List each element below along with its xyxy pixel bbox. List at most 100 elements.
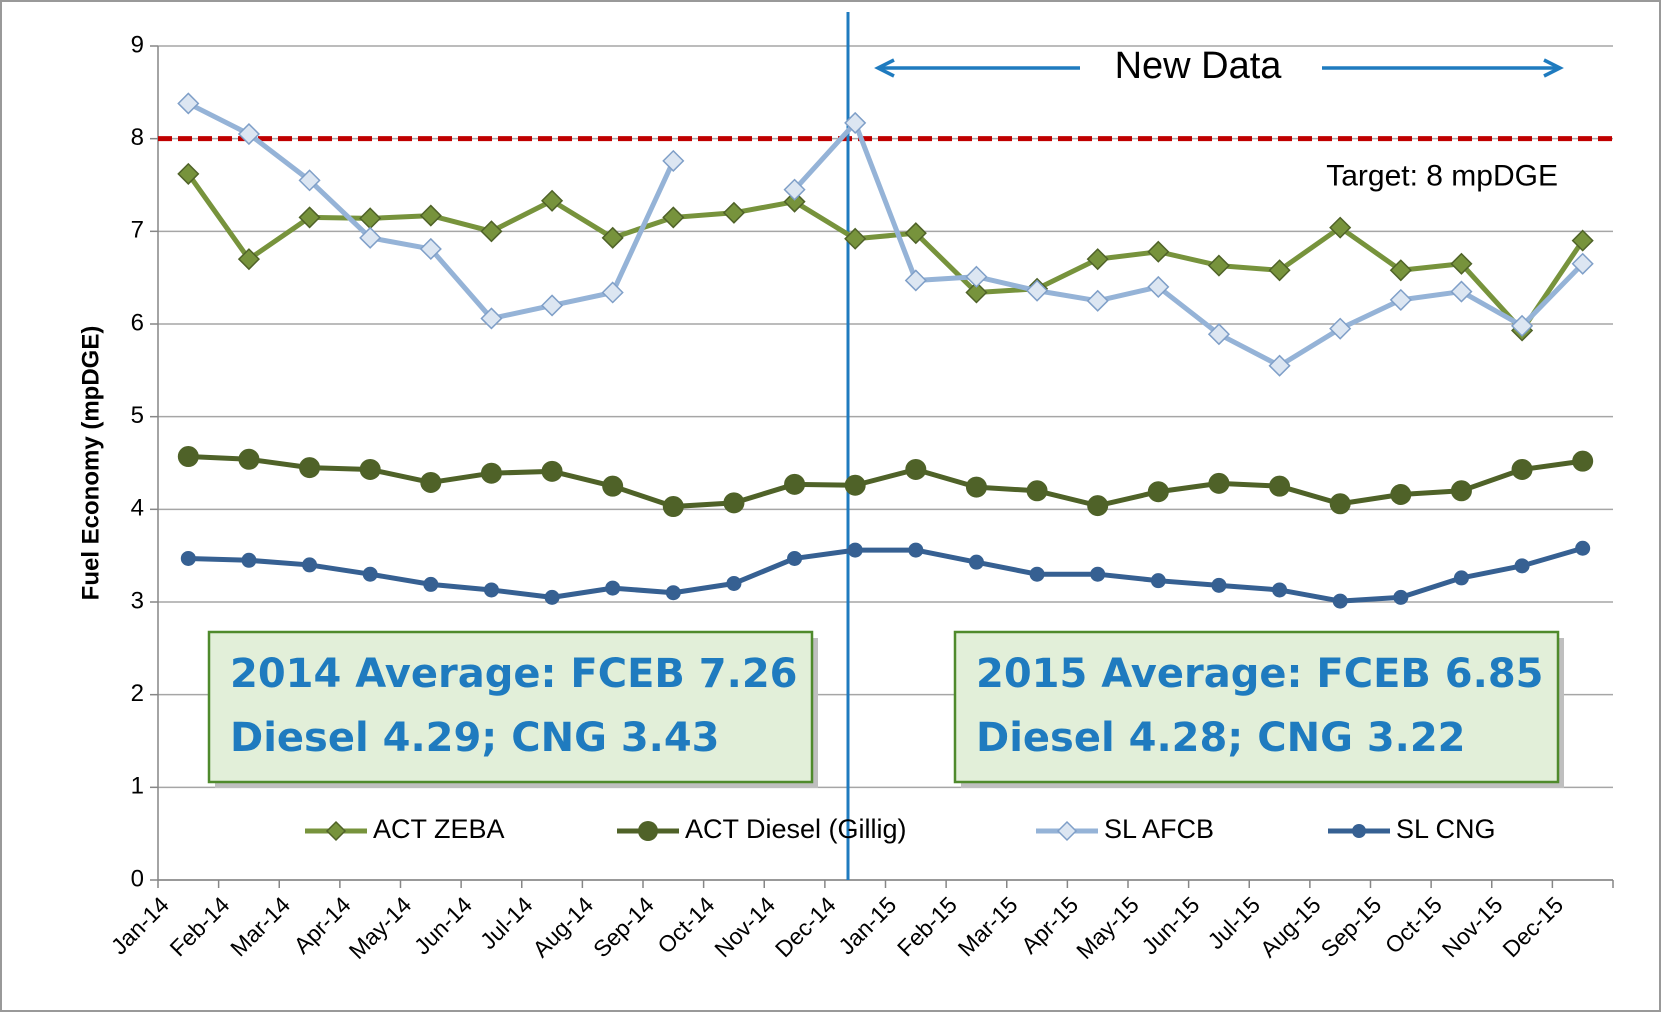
- marker: [1090, 566, 1106, 582]
- marker: [1450, 252, 1473, 275]
- marker: [1025, 279, 1049, 302]
- legend-label: ACT Diesel (Gillig): [685, 814, 907, 844]
- marker: [783, 178, 806, 201]
- marker: [1211, 577, 1227, 593]
- marker: [844, 227, 867, 250]
- marker: [423, 576, 439, 592]
- marker: [480, 462, 502, 484]
- marker: [1389, 259, 1412, 282]
- marker: [483, 582, 499, 598]
- marker: [1147, 240, 1170, 263]
- annotation-text: Diesel 4.29; CNG 3.43: [230, 715, 720, 761]
- y-tick-label: 2: [131, 680, 144, 707]
- legend-label: ACT ZEBA: [373, 814, 505, 844]
- marker: [601, 226, 624, 249]
- annotation-box: [953, 630, 1560, 784]
- marker: [544, 589, 560, 605]
- marker: [541, 460, 563, 482]
- marker: [1510, 314, 1534, 337]
- arrow-head: [1543, 58, 1564, 78]
- marker: [298, 206, 321, 229]
- marker: [1087, 495, 1109, 517]
- marker: [905, 458, 927, 480]
- marker: [904, 222, 927, 245]
- marker: [1207, 323, 1231, 346]
- marker: [1575, 540, 1591, 556]
- marker: [1450, 280, 1473, 303]
- marker: [662, 149, 685, 172]
- marker: [302, 557, 318, 573]
- marker: [1571, 229, 1594, 252]
- marker: [180, 550, 196, 566]
- marker: [241, 552, 257, 568]
- marker: [237, 248, 260, 271]
- marker: [1572, 450, 1594, 472]
- marker: [1332, 593, 1348, 609]
- y-axis-title: Fuel Economy (mpDGE): [77, 326, 104, 601]
- series-line: [188, 545, 1584, 604]
- marker: [480, 307, 503, 330]
- marker: [177, 446, 199, 468]
- legend-marker: [1056, 820, 1078, 842]
- y-tick-label: 5: [131, 402, 144, 429]
- marker: [783, 190, 806, 213]
- marker: [419, 237, 442, 261]
- marker: [541, 294, 564, 317]
- target-label: Target: 8 mpDGE: [1326, 160, 1558, 193]
- new-data-label: New Data: [1115, 45, 1283, 87]
- marker: [177, 92, 200, 115]
- marker: [177, 162, 200, 185]
- marker: [1147, 275, 1170, 298]
- marker: [1150, 573, 1166, 589]
- legend-marker: [638, 821, 658, 841]
- marker: [662, 496, 684, 518]
- y-tick-label: 0: [131, 865, 144, 892]
- y-tick-label: 9: [131, 31, 144, 58]
- marker: [359, 458, 381, 480]
- marker: [1086, 248, 1109, 271]
- marker: [601, 281, 624, 304]
- marker: [1514, 558, 1530, 574]
- legend-label: SL CNG: [1396, 814, 1496, 844]
- annotation-box: [207, 630, 814, 784]
- y-tick-label: 7: [131, 217, 144, 244]
- annotation-text: 2014 Average: FCEB 7.26: [230, 651, 798, 697]
- marker: [722, 201, 745, 224]
- marker: [844, 474, 866, 496]
- marker: [908, 542, 924, 558]
- marker: [1393, 589, 1409, 605]
- marker: [1389, 288, 1412, 311]
- marker: [1269, 475, 1291, 497]
- marker: [541, 189, 564, 212]
- marker: [1147, 481, 1169, 503]
- marker: [1329, 317, 1352, 340]
- marker: [362, 566, 378, 582]
- marker: [1453, 570, 1469, 586]
- marker: [602, 475, 624, 497]
- marker: [1329, 216, 1352, 239]
- marker: [784, 473, 806, 495]
- marker: [904, 269, 927, 292]
- marker: [1207, 254, 1231, 277]
- marker: [1026, 480, 1048, 502]
- marker: [787, 550, 803, 566]
- marker: [662, 206, 685, 229]
- marker: [605, 580, 621, 596]
- marker: [480, 220, 503, 243]
- marker: [1208, 472, 1230, 494]
- y-tick-label: 4: [131, 495, 144, 522]
- marker: [965, 281, 988, 304]
- y-tick-label: 6: [131, 309, 144, 336]
- marker: [237, 122, 260, 146]
- marker: [965, 265, 988, 288]
- marker: [965, 476, 987, 498]
- annotation-text: Diesel 4.28; CNG 3.22: [976, 715, 1466, 761]
- marker: [1086, 289, 1109, 312]
- y-tick-label: 3: [131, 587, 144, 614]
- marker: [726, 575, 742, 591]
- marker: [359, 226, 382, 249]
- marker: [1029, 566, 1045, 582]
- marker: [847, 542, 863, 558]
